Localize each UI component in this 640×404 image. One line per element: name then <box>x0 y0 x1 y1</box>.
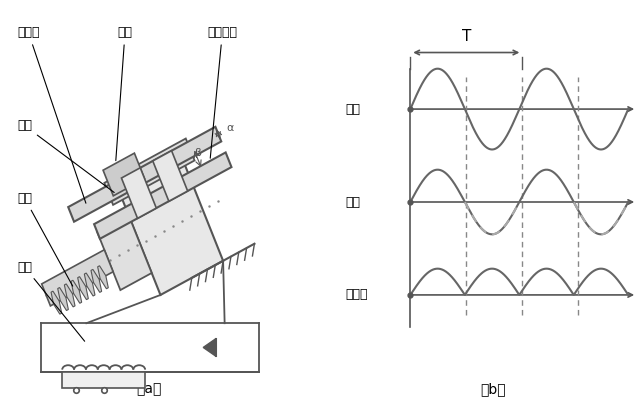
Bar <box>62 372 145 388</box>
Polygon shape <box>51 291 61 314</box>
Polygon shape <box>71 280 82 303</box>
Polygon shape <box>84 273 95 296</box>
Polygon shape <box>94 152 232 239</box>
Text: 铁芯: 铁芯 <box>17 192 73 286</box>
Text: （b）: （b） <box>480 382 506 396</box>
Polygon shape <box>77 277 88 300</box>
Text: 主振弹簧: 主振弹簧 <box>207 26 237 158</box>
Text: T: T <box>461 29 471 44</box>
Polygon shape <box>91 269 102 292</box>
Polygon shape <box>68 127 221 222</box>
Text: 线圈: 线圈 <box>17 261 84 341</box>
Polygon shape <box>120 158 223 295</box>
Text: 电流: 电流 <box>346 196 360 208</box>
Polygon shape <box>104 139 195 205</box>
Text: 电磁力: 电磁力 <box>346 288 368 301</box>
Text: （a）: （a） <box>136 382 161 396</box>
Text: 给料槽: 给料槽 <box>17 26 86 203</box>
Text: 物料: 物料 <box>116 26 132 161</box>
Text: 衔铁: 衔铁 <box>17 119 114 192</box>
Polygon shape <box>58 288 68 311</box>
Text: 电压: 电压 <box>346 103 360 116</box>
Polygon shape <box>97 215 152 290</box>
Text: β: β <box>195 148 202 158</box>
Polygon shape <box>42 250 113 306</box>
Polygon shape <box>65 284 75 307</box>
Polygon shape <box>103 153 145 196</box>
Polygon shape <box>204 339 216 356</box>
Polygon shape <box>122 168 156 218</box>
Polygon shape <box>153 151 188 201</box>
Polygon shape <box>98 266 108 289</box>
Text: α: α <box>227 123 234 133</box>
